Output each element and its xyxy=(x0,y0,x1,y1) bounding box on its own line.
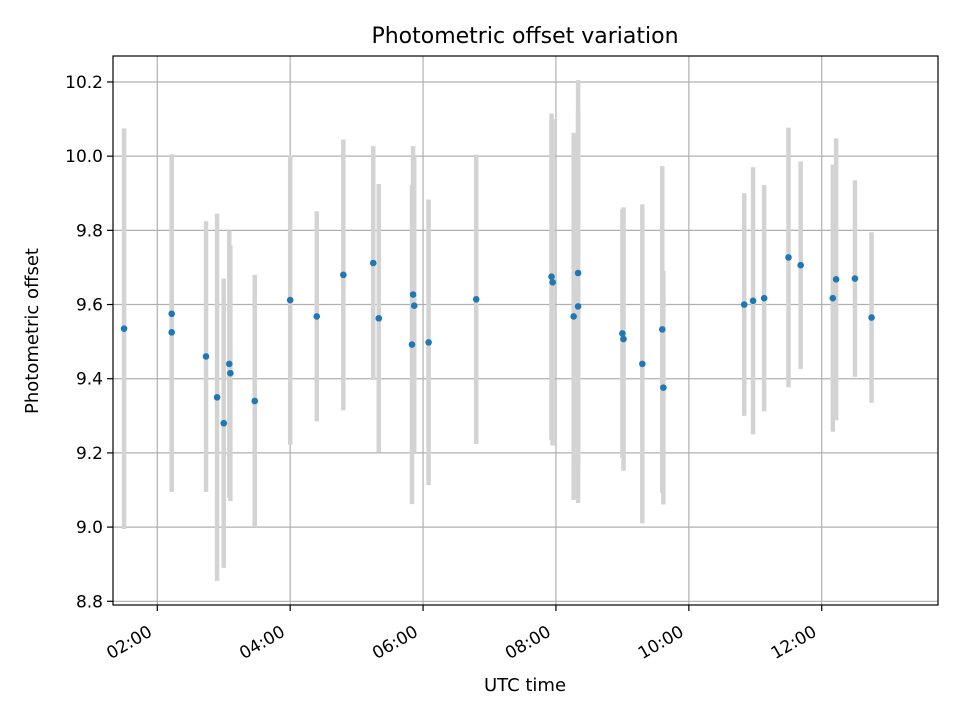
data-point xyxy=(785,254,792,261)
data-point xyxy=(620,335,627,343)
y-tick-label: 8.8 xyxy=(76,592,103,612)
y-tick-label: 9.6 xyxy=(76,296,103,316)
x-axis-label: UTC time xyxy=(484,675,566,696)
data-point xyxy=(749,297,757,305)
data-point xyxy=(286,296,294,304)
y-tick-label: 9.8 xyxy=(76,221,103,241)
y-axis-ticks: 8.8 9.0 9.2 9.4 9.6 9.8 10.0 10.2 xyxy=(65,73,113,612)
data-point xyxy=(658,326,666,333)
data-point xyxy=(410,302,418,309)
y-tick-label: 10.2 xyxy=(65,73,103,93)
data-point xyxy=(619,330,626,337)
data-point xyxy=(660,384,667,391)
data-point xyxy=(409,291,417,298)
data-point xyxy=(168,329,175,336)
data-point xyxy=(340,271,347,279)
data-point xyxy=(639,360,646,368)
data-point xyxy=(832,276,840,283)
data-point xyxy=(548,273,555,281)
data-points xyxy=(120,254,875,427)
data-point xyxy=(570,313,577,320)
data-point xyxy=(251,397,259,405)
data-point xyxy=(797,261,804,269)
data-point xyxy=(202,353,210,360)
y-tick-label: 9.4 xyxy=(76,370,103,390)
data-point xyxy=(740,301,748,308)
chart-title: Photometric offset variation xyxy=(371,24,678,49)
data-point xyxy=(425,339,432,346)
y-tick-label: 10.0 xyxy=(65,147,103,167)
data-point xyxy=(760,294,768,302)
data-point xyxy=(213,393,221,401)
data-point xyxy=(225,360,233,368)
data-point xyxy=(574,303,582,310)
grid-lines xyxy=(113,56,938,605)
data-point xyxy=(851,275,859,282)
data-point xyxy=(375,314,383,322)
data-point xyxy=(868,314,875,321)
data-point xyxy=(168,310,175,318)
plot-frame xyxy=(112,55,939,606)
data-point xyxy=(549,278,556,286)
data-point xyxy=(369,259,377,267)
y-axis-label: Photometric offset xyxy=(22,248,43,414)
data-point xyxy=(574,269,582,277)
data-point xyxy=(829,294,837,302)
data-point xyxy=(227,369,234,377)
data-point xyxy=(472,296,480,303)
y-tick-label: 9.0 xyxy=(76,518,103,538)
data-point xyxy=(408,341,416,348)
data-point xyxy=(313,313,321,320)
y-tick-label: 9.2 xyxy=(76,444,103,464)
data-point xyxy=(220,419,228,427)
data-point xyxy=(120,325,128,332)
